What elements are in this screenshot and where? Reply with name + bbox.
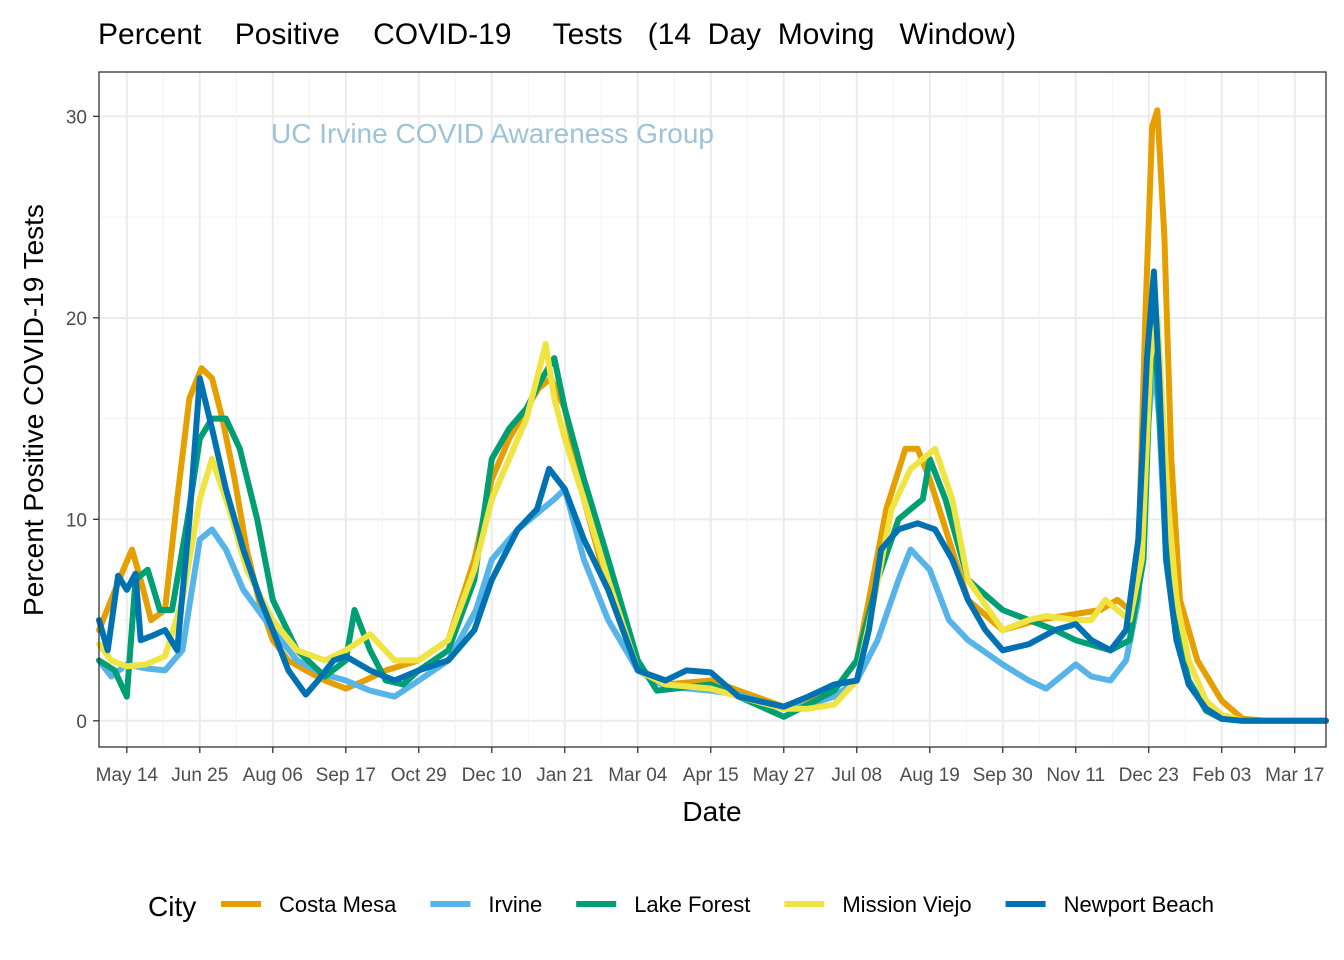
legend-label: Mission Viejo [842,892,971,917]
plot-panel-border [98,71,1327,748]
x-tick-label: Aug 19 [900,765,960,786]
x-tick-label: Nov 11 [1046,765,1105,786]
x-tick-label: Mar 04 [608,765,668,786]
x-tick-label: Jan 21 [536,765,593,786]
legend-label: Lake Forest [634,892,750,917]
legend-label: Costa Mesa [279,892,397,917]
y-tick-label: 10 [66,510,87,531]
x-tick-label: Feb 03 [1192,765,1251,786]
watermark-annotation: UC Irvine COVID Awareness Group [271,118,714,149]
x-tick-label: Jun 25 [171,765,228,786]
x-tick-label: Sep 30 [973,765,1033,786]
x-tick-label: Dec 10 [462,765,522,786]
x-tick-label: May 14 [96,765,159,786]
series-lines [96,107,1329,724]
y-tick-label: 0 [76,712,87,733]
x-tick-label: Sep 17 [316,765,376,786]
series-line [96,268,1329,724]
legend-title: City [148,891,196,922]
legend: City Costa Mesa Irvine Lake Forest Mission … [148,891,1214,922]
x-tick-label: Dec 23 [1119,765,1179,786]
x-tick-label: Mar 17 [1265,765,1324,786]
y-axis-label: Percent Positive COVID-19 Tests [18,204,49,616]
x-axis-label: Date [682,796,741,827]
x-tick-label: Apr 15 [683,765,739,786]
y-tick-label: 20 [66,309,87,330]
x-tick-label: Jul 08 [831,765,882,786]
y-tick-label: 30 [66,107,87,128]
legend-label: Newport Beach [1064,892,1214,917]
x-tick-label: May 27 [753,765,815,786]
x-tick-label: Aug 06 [243,765,303,786]
x-tick-label: Oct 29 [391,765,447,786]
chart-title: Percent Positive COVID-19 Tests (14 Day … [98,18,1016,51]
axes: 0 10 20 30 May 14 Jun 25 Aug 06 Sep 17 Oct 29 Dec… [66,107,1324,786]
legend-label: Irvine [488,892,542,917]
